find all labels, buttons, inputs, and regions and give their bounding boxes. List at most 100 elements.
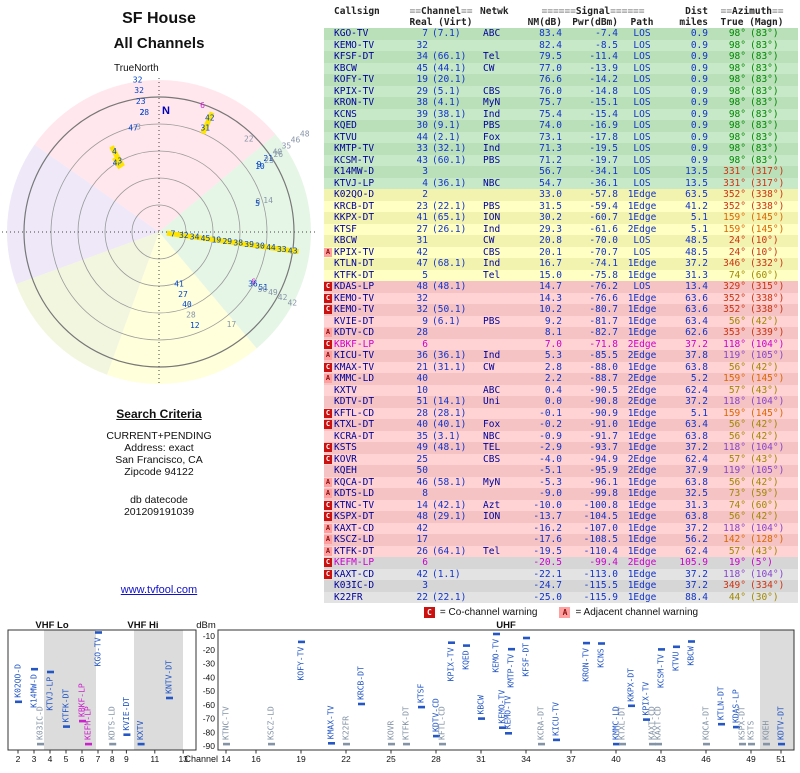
- header-netwk: Netwk: [480, 6, 509, 17]
- network-cell: [480, 40, 520, 52]
- path-cell: 1Edge: [627, 327, 657, 338]
- warning-cell: C: [324, 293, 334, 305]
- magnetic-azimuth-cell: (83°): [750, 131, 779, 143]
- virtual-channel-cell: [428, 557, 480, 569]
- adjacent-channel-warning-icon: A: [324, 546, 332, 556]
- radar-channel-label: 41: [174, 280, 184, 289]
- signal-marker: [439, 742, 446, 746]
- power-dbm-cell: -107.0: [583, 522, 618, 534]
- true-azimuth-cell: 56°: [728, 361, 746, 373]
- nm-db-cell: 29.3: [539, 223, 562, 235]
- network-cell: ION: [483, 511, 501, 522]
- true-azimuth-cell: 159°: [723, 373, 746, 384]
- y-tick-label: -70: [203, 714, 216, 724]
- strong-signal-highlight: [253, 242, 267, 250]
- network-cell: CBS: [483, 246, 501, 258]
- power-dbm-cell: -115.5: [583, 580, 618, 591]
- virtual-channel-cell: [428, 166, 480, 178]
- magnetic-azimuth-cell: (43°): [750, 384, 779, 396]
- distance-cell: 63.5: [685, 189, 708, 200]
- signal-marker: [658, 648, 665, 651]
- radar-channel-label: 32: [133, 75, 143, 84]
- page-title: SF House: [122, 10, 196, 27]
- distance-cell: 0.9: [690, 62, 708, 74]
- true-azimuth-cell: 56°: [728, 419, 746, 430]
- signal-marker: [478, 717, 485, 720]
- distance-cell: 37.8: [685, 350, 708, 361]
- magnetic-azimuth-cell: (83°): [750, 154, 779, 166]
- real-channel-cell: 42: [416, 568, 428, 580]
- nm-db-cell: 8.1: [544, 327, 562, 338]
- power-dbm-cell: -96.1: [589, 476, 618, 488]
- station-row: KBCW 45 (44.1) CW 77.0 -13.9 LOS 0.9 98° (83°): [324, 62, 798, 74]
- power-dbm-cell: -61.6: [589, 223, 618, 235]
- callsign-cell: KAXT-CD: [334, 568, 375, 580]
- true-azimuth-cell: 352°: [723, 200, 746, 212]
- real-channel-cell: 45: [416, 62, 428, 74]
- co-channel-warning-icon: C: [324, 454, 332, 464]
- station-row: KCSM-TV 43 (60.1) PBS 71.2 -19.7 LOS 0.9 98° (83°…: [324, 154, 798, 166]
- station-row: KEMO-TV 32 82.4 -8.5 LOS 0.9 98° (83°): [324, 39, 798, 52]
- nm-db-cell: -2.9: [539, 442, 562, 453]
- nm-db-cell: 33.0: [539, 189, 562, 200]
- signal-marker: [538, 742, 545, 746]
- virtual-channel-cell: (68.1): [432, 258, 467, 269]
- path-cell: 1Edge: [627, 488, 657, 499]
- adjacent-channel-warning-icon: A: [559, 607, 571, 618]
- path-cell: LOS: [633, 143, 651, 154]
- nm-db-cell: 16.7: [539, 258, 562, 269]
- magnetic-azimuth-cell: (42°): [750, 476, 779, 488]
- station-row: KKPX-DT 41 (65.1) ION 30.2 -60.7 1Edge 5.1 159° (…: [324, 212, 798, 224]
- path-cell: 1Edge: [627, 419, 657, 430]
- signal-marker: [418, 705, 425, 709]
- station-label: KSTS: [747, 721, 756, 740]
- path-cell: LOS: [633, 39, 651, 51]
- strong-signal-highlight: [264, 244, 278, 252]
- virtual-channel-cell: [428, 327, 480, 339]
- radar-channel-label: 21: [263, 154, 273, 163]
- radar-channel-label: 32: [179, 231, 189, 240]
- virtual-channel-cell: (4.1): [432, 97, 461, 108]
- uhf-panel-border: [217, 629, 795, 751]
- true-azimuth-cell: 57°: [728, 545, 746, 557]
- true-azimuth-cell: 98°: [728, 108, 746, 120]
- station-row: A KDTV-CD 28 8.1 -82.7 1Edge 62.6 353° (339°): [324, 327, 798, 339]
- real-channel-cell: 9: [422, 315, 428, 327]
- radar-channel-label: 47: [128, 124, 138, 133]
- station-row: C KMAX-TV 21 (31.1) CW 2.8 -88.0 1Edge 63.8 56° (4…: [324, 361, 798, 373]
- tvfool-link[interactable]: www.tvfool.com: [120, 584, 198, 596]
- x-tick-label: 13: [178, 754, 188, 764]
- co-channel-warning-icon: C: [324, 558, 332, 567]
- true-azimuth-cell: 24°: [728, 235, 746, 246]
- real-channel-cell: 34: [416, 51, 428, 62]
- header-miles: miles: [679, 17, 708, 28]
- callsign-cell: KTVJ-LP: [334, 177, 375, 189]
- power-dbm-cell: -57.8: [589, 189, 618, 200]
- radar-channel-label: 34: [190, 233, 200, 242]
- true-azimuth-cell: 56°: [728, 315, 746, 327]
- warning-cell: C: [324, 569, 334, 581]
- x-tick-label: 4: [48, 754, 53, 764]
- network-cell: [480, 488, 520, 500]
- uhf-label: UHF: [496, 620, 516, 631]
- true-azimuth-cell: 19°: [728, 557, 746, 568]
- real-channel-cell: 23: [416, 200, 428, 212]
- nm-db-cell: 31.5: [539, 200, 562, 212]
- callsign-cell: KGO-TV: [334, 28, 369, 39]
- criteria-line-address: Address: exact: [124, 442, 194, 454]
- callsign-cell: KEMO-TV: [334, 292, 375, 304]
- y-tick-label: -60: [203, 700, 216, 710]
- power-dbm-cell: -113.0: [583, 568, 618, 580]
- radar-channel-label: 19: [212, 236, 222, 245]
- search-criteria-heading: Search Criteria: [116, 407, 202, 421]
- true-azimuth-cell: 74°: [728, 499, 746, 511]
- virtual-channel-cell: [428, 523, 480, 535]
- station-label: KSCZ-LD: [267, 706, 276, 740]
- true-azimuth-cell: 159°: [723, 407, 746, 419]
- network-cell: [480, 281, 520, 293]
- network-cell: Fox: [483, 131, 501, 143]
- strong-signal-highlight: [200, 121, 210, 135]
- warning-cell: [324, 396, 334, 408]
- true-azimuth-cell: 98°: [728, 97, 746, 108]
- callsign-cell: KFSF-DT: [334, 51, 375, 62]
